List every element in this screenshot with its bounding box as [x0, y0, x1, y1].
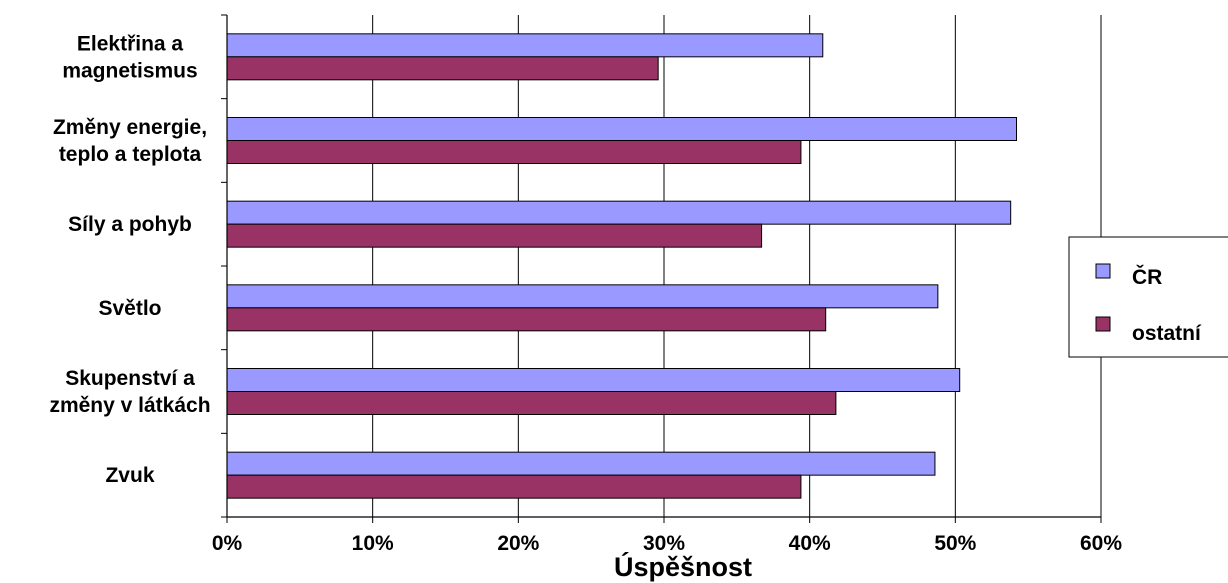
legend-swatch-cr — [1095, 263, 1111, 279]
legend-swatch-ostatni — [1095, 316, 1111, 332]
bar-cr — [226, 200, 1012, 225]
category-label-line: Síly a pohyb — [68, 213, 192, 236]
x-tick-label: 60% — [1080, 532, 1122, 555]
bar-cr — [226, 117, 1018, 141]
category-label: Elektřina a magnetismus — [62, 32, 197, 82]
category-label: Síly a pohyb — [68, 213, 192, 236]
category-label-line: Zvuk — [105, 464, 154, 487]
category-label-line: Světlo — [98, 297, 161, 320]
gridlines — [372, 15, 1102, 517]
category-label-line: změny v látkách — [49, 394, 210, 417]
x-tick-label: 30% — [643, 532, 685, 555]
x-tick-label: 40% — [789, 532, 831, 555]
bars — [226, 33, 1018, 499]
bar-ostatni — [226, 307, 827, 332]
axes — [221, 14, 1102, 523]
x-tick-labels: 0% 10% 20% 30% 40% 50% 60% — [212, 532, 1123, 555]
x-tick-label: 0% — [212, 532, 243, 555]
legend-label-cr: ČR — [1132, 265, 1162, 289]
bar-ostatni — [226, 474, 802, 499]
bar-cr — [226, 368, 961, 392]
bar-ostatni — [226, 391, 837, 415]
legend: ČR ostatní — [1068, 236, 1228, 358]
legend-label-ostatni: ostatní — [1132, 322, 1202, 345]
category-label-line: magnetismus — [62, 59, 197, 82]
category-label-line: Změny energie, — [53, 116, 207, 139]
legend-box — [1068, 236, 1228, 358]
category-label: Změny energie, teplo a teplota — [53, 116, 207, 166]
category-label-line: Elektřina a — [77, 32, 184, 55]
category-label: Světlo — [98, 297, 161, 320]
category-label-line: teplo a teplota — [59, 143, 202, 166]
x-tick-label: 50% — [934, 532, 976, 555]
category-labels: Elektřina a magnetismus Změny energie, tepl… — [49, 32, 210, 487]
category-label: Skupenství a změny v látkách — [49, 367, 210, 417]
category-label-line: Skupenství a — [65, 367, 195, 390]
x-tick-label: 20% — [497, 532, 539, 555]
bar-ostatni — [226, 140, 802, 164]
x-axis-title: Úspěšnost — [614, 551, 752, 582]
x-tick-label: 10% — [352, 532, 394, 555]
category-label: Zvuk — [105, 464, 154, 487]
bar-cr — [226, 33, 824, 58]
bar-ostatni — [226, 223, 763, 248]
bar-cr — [226, 284, 939, 309]
bar-ostatni — [226, 56, 659, 81]
bar-cr — [226, 451, 936, 476]
